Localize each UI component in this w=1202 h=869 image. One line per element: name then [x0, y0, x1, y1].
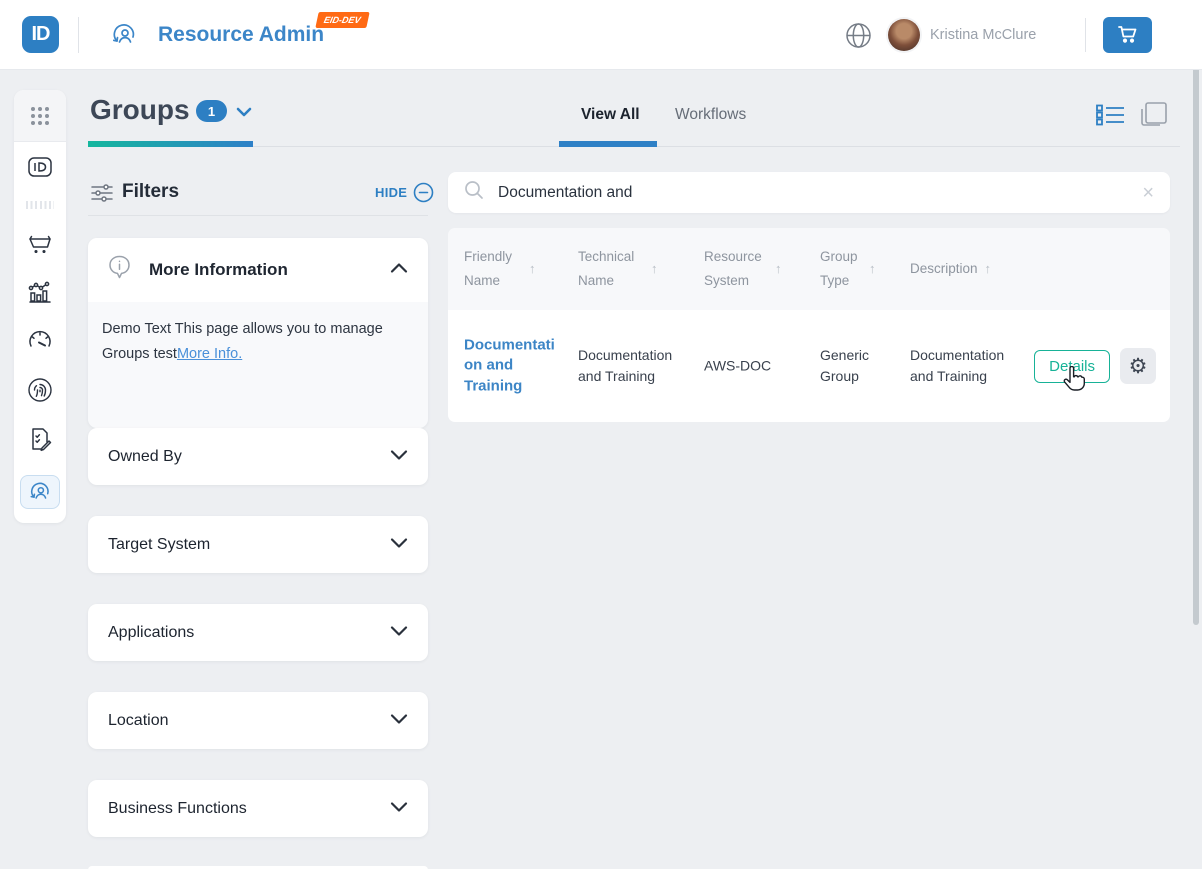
title-accent-bar — [88, 141, 253, 147]
groups-table: Friendly Name ↑ Technical Name ↑ Resourc… — [448, 228, 1170, 422]
column-label: Technical Name — [578, 248, 635, 288]
column-label: Group Type — [820, 248, 858, 288]
header-divider — [1085, 18, 1086, 52]
top-header: ID Resource Admin EID-DEV Kristina McClu… — [0, 0, 1202, 70]
user-avatar[interactable] — [888, 19, 920, 51]
id-badge-icon[interactable] — [27, 156, 53, 178]
gauge-icon[interactable] — [27, 328, 53, 354]
accordion-label: Applications — [108, 623, 195, 641]
search-bar: × — [448, 172, 1170, 213]
sort-asc-icon: ↑ — [869, 261, 876, 277]
page-title: Groups — [90, 94, 190, 125]
cart-button[interactable] — [1103, 17, 1152, 53]
column-header-description[interactable]: Description ↑ — [910, 228, 991, 310]
cart-nav-icon[interactable] — [27, 232, 53, 256]
accordion-partial — [88, 866, 428, 869]
accordion-business-functions[interactable]: Business Functions — [88, 780, 428, 837]
left-nav-rail — [14, 90, 66, 523]
column-header-friendly-name[interactable]: Friendly Name ↑ — [464, 228, 536, 310]
tab-workflows[interactable]: Workflows — [675, 106, 747, 123]
sort-asc-icon: ↑ — [651, 261, 658, 277]
globe-icon[interactable] — [845, 22, 872, 54]
accordion-label: Location — [108, 711, 169, 729]
vertical-scrollbar[interactable] — [1193, 8, 1199, 625]
card-view-icon[interactable] — [1139, 101, 1169, 134]
clear-search-icon[interactable]: × — [1142, 181, 1154, 204]
apps-grid-icon[interactable] — [14, 90, 66, 142]
search-icon — [464, 180, 484, 205]
chevron-down-icon — [390, 624, 408, 642]
column-label: Friendly Name — [464, 248, 513, 288]
more-information-body: Demo Text This page allows you to manage… — [88, 302, 428, 428]
cell-group-type: Generic Group — [820, 347, 870, 384]
chevron-down-icon — [390, 712, 408, 730]
more-info-link[interactable]: More Info. — [176, 346, 243, 363]
accordion-label: Business Functions — [108, 799, 247, 817]
list-view-icon[interactable] — [1095, 103, 1127, 132]
details-button[interactable]: Details — [1034, 349, 1110, 383]
filters-title: Filters — [122, 181, 180, 202]
app-title: Resource Admin — [158, 23, 325, 46]
search-input[interactable] — [498, 183, 1143, 202]
more-information-title: More Information — [149, 260, 288, 279]
chevron-down-icon[interactable] — [234, 104, 254, 125]
info-icon — [108, 255, 131, 285]
row-actions: Details ⚙ — [1034, 348, 1156, 384]
gear-button[interactable]: ⚙ — [1120, 348, 1156, 384]
gear-icon: ⚙ — [1128, 354, 1148, 378]
fingerprint-icon[interactable] — [27, 377, 53, 403]
environment-badge: EID-DEV — [315, 12, 370, 28]
accordion-owned-by[interactable]: Owned By — [88, 428, 428, 485]
more-information-card: More Information Demo Text This page all… — [88, 238, 428, 428]
document-edit-icon[interactable] — [27, 426, 53, 452]
chevron-down-icon — [390, 800, 408, 818]
accordion-target-system[interactable]: Target System — [88, 516, 428, 573]
table-row: Documentation and Training Documentation… — [448, 310, 1170, 422]
accordion-label: Owned By — [108, 447, 182, 465]
chevron-up-icon[interactable] — [390, 261, 408, 279]
cart-icon — [1117, 24, 1139, 47]
cell-friendly-name-link[interactable]: Documentation and Training — [464, 336, 555, 395]
column-label: Description — [910, 260, 978, 276]
tab-view-all[interactable]: View All — [581, 106, 640, 123]
analytics-icon[interactable] — [27, 279, 53, 305]
sort-asc-icon: ↑ — [984, 261, 992, 277]
chevron-down-icon — [390, 536, 408, 554]
chevron-down-icon — [390, 448, 408, 466]
cell-resource-system: AWS-DOC — [704, 357, 772, 374]
info-text: Demo Text This page allows you to manage… — [102, 321, 383, 363]
filters-icon — [90, 183, 114, 208]
sort-asc-icon: ↑ — [529, 261, 536, 277]
column-header-resource-system[interactable]: Resource System ↑ — [704, 228, 782, 310]
cell-technical-name: Documentation and Training — [578, 347, 673, 384]
nav-item-resource-admin-active[interactable] — [20, 475, 60, 509]
accordion-applications[interactable]: Applications — [88, 604, 428, 661]
header-divider — [78, 17, 79, 53]
active-tab-underline — [559, 141, 657, 147]
column-label: Resource System — [704, 248, 762, 288]
sort-asc-icon: ↑ — [775, 261, 782, 277]
cell-description: Documentation and Training — [910, 347, 1005, 384]
accordion-location[interactable]: Location — [88, 692, 428, 749]
user-name[interactable]: Kristina McClure — [930, 27, 1037, 43]
column-header-group-type[interactable]: Group Type ↑ — [820, 228, 876, 310]
filters-rule — [88, 215, 428, 216]
brand-logo: ID — [22, 16, 59, 53]
more-information-header[interactable]: More Information — [88, 238, 428, 302]
hide-filters-link[interactable]: HIDE — [375, 185, 408, 200]
loading-shimmer — [26, 201, 54, 209]
minus-circle-icon[interactable] — [413, 182, 434, 208]
column-header-technical-name[interactable]: Technical Name ↑ — [578, 228, 658, 310]
table-header: Friendly Name ↑ Technical Name ↑ Resourc… — [448, 228, 1170, 310]
count-badge: 1 — [196, 100, 227, 122]
user-sync-icon — [110, 21, 138, 54]
accordion-label: Target System — [108, 535, 211, 553]
